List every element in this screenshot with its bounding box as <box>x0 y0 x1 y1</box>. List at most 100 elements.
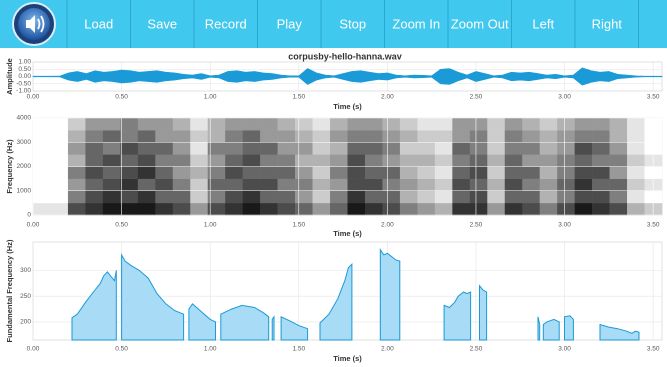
toolbar-button[interactable] <box>321 0 385 48</box>
toolbar-button[interactable] <box>448 0 512 48</box>
spectrogram-cell <box>382 178 401 192</box>
button-label[interactable]: Stop <box>339 16 366 31</box>
spectrogram-cell <box>120 190 139 204</box>
spectrogram-cell <box>434 130 453 143</box>
spectrogram-cell <box>364 190 383 204</box>
button-label[interactable]: Right <box>592 16 623 31</box>
spectrogram-cell <box>172 190 191 204</box>
spectrogram-cell <box>137 130 156 143</box>
spectrogram-cell <box>295 178 313 192</box>
spectrogram-cell <box>539 118 558 131</box>
spectrogram-cell <box>609 130 628 143</box>
spectrogram-cell <box>399 130 418 143</box>
spectrogram-cell <box>85 130 104 143</box>
spectrogram-cell <box>85 118 104 131</box>
spectrogram-cell <box>242 166 261 179</box>
spectrogram-cell <box>50 190 69 204</box>
spectrogram-cell <box>399 142 418 155</box>
spectrogram-cell <box>592 178 610 192</box>
spectrogram-cell <box>190 154 209 167</box>
spectrogram-cell <box>85 202 104 216</box>
button-label[interactable]: Zoom Out <box>451 16 509 31</box>
spectrogram-cell <box>364 142 383 155</box>
f0-area <box>537 316 541 341</box>
spectrogram-cell <box>225 178 243 192</box>
spectrogram-cell <box>172 130 191 143</box>
spectrogram-cell <box>627 130 645 143</box>
spectrogram-cell <box>50 130 69 143</box>
button-label[interactable]: Left <box>532 16 554 31</box>
toolbar-button[interactable] <box>257 0 322 48</box>
spectrogram-cell <box>207 142 226 155</box>
spectrogram-cell <box>522 142 540 155</box>
x-tick-label: 3.00 <box>558 94 571 101</box>
spectrogram-cell <box>277 178 296 192</box>
button-label[interactable]: Record <box>205 16 247 31</box>
spectrogram-cell <box>609 118 628 131</box>
spectrogram-cell <box>539 142 558 155</box>
toolbar-button[interactable] <box>194 0 258 48</box>
x-tick-label: 3.50 <box>647 94 660 101</box>
f0-area <box>564 315 574 341</box>
spectrogram-cell <box>260 202 278 216</box>
button-label[interactable]: Load <box>84 16 113 31</box>
spectrogram-cell <box>85 178 104 192</box>
x-axis-label: Time (s) <box>333 102 362 111</box>
spectrogram-cell <box>172 166 191 179</box>
toolbar-button[interactable] <box>575 0 639 48</box>
y-tick-label: -1.00 <box>16 88 31 95</box>
spectrogram-cell <box>417 178 436 192</box>
spectrogram-cell <box>242 154 261 167</box>
toolbar-button[interactable] <box>384 0 449 48</box>
spectrogram-cell <box>399 190 418 204</box>
spectrogram-cell <box>120 118 139 131</box>
spectrogram-cell <box>137 190 156 204</box>
spectrogram-cell <box>312 166 331 179</box>
spectrogram-cell <box>452 130 471 143</box>
spectrogram-cell <box>382 118 401 131</box>
x-tick-label: 0.00 <box>27 94 40 101</box>
toolbar-button[interactable] <box>511 0 576 48</box>
spectrogram-cell <box>155 166 174 179</box>
x-tick-label: 2.50 <box>470 94 483 101</box>
spectrogram-cell <box>487 142 506 155</box>
spectrogram-cell <box>207 130 226 143</box>
toolbar-button[interactable] <box>130 0 195 48</box>
spectrogram-cell <box>50 202 69 216</box>
spectrogram-cell <box>225 142 243 155</box>
spectrogram-cell <box>504 202 523 216</box>
spectrogram-cell <box>312 154 331 167</box>
spectrogram-cell <box>67 202 86 216</box>
spectrogram-cell <box>417 118 436 131</box>
spectrogram-cell <box>102 130 121 143</box>
x-axis-label: Time (s) <box>333 229 362 238</box>
spectrogram-cell <box>295 166 313 179</box>
spectrogram-cell <box>609 166 628 179</box>
spectrogram-cell <box>504 130 523 143</box>
y-tick-label: 200 <box>20 319 31 326</box>
spectrogram-cell <box>469 202 488 216</box>
spectrogram-cell <box>242 190 261 204</box>
spectrogram-cell <box>190 178 209 192</box>
button-label[interactable]: Zoom In <box>392 16 440 31</box>
x-tick-label: 0.50 <box>115 94 128 101</box>
spectrogram-cell <box>469 166 488 179</box>
spectrogram-cell <box>277 166 296 179</box>
spectrogram-cell <box>242 130 261 143</box>
spectrogram-cell <box>277 190 296 204</box>
spectrogram-cell <box>539 154 558 167</box>
spectrogram-cell <box>260 178 278 192</box>
spectrogram-cell <box>120 142 139 155</box>
spectrogram-cell <box>627 202 645 216</box>
button-label[interactable]: Save <box>147 16 177 31</box>
spectrogram-cell <box>399 178 418 192</box>
spectrogram-cell <box>242 142 261 155</box>
spectrogram-cell <box>609 142 628 155</box>
toolbar-button[interactable] <box>67 0 131 48</box>
button-label[interactable]: Play <box>277 16 303 31</box>
spectrogram-cell <box>102 202 121 216</box>
spectrogram-cell <box>312 202 331 216</box>
spectrogram-cell <box>487 202 506 216</box>
sound-button[interactable] <box>12 2 56 46</box>
spectrogram-cell <box>137 154 156 167</box>
